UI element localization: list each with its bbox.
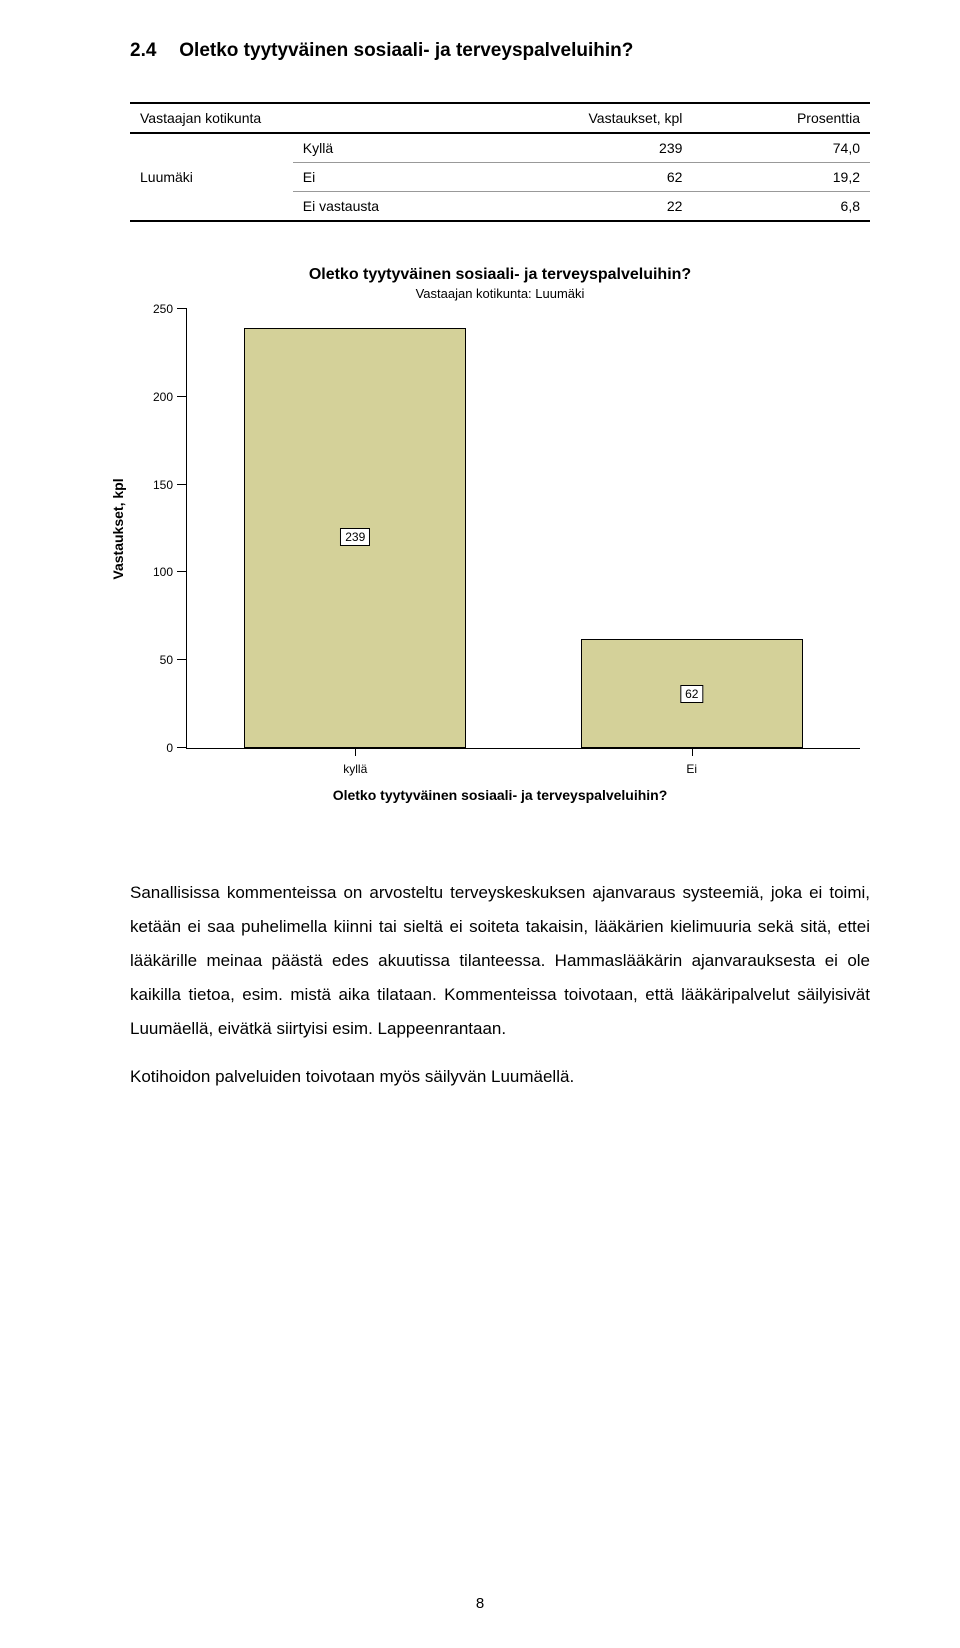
chart-xtick (692, 748, 693, 756)
table-header-row: Vastaajan kotikunta Vastaukset, kpl Pros… (130, 103, 870, 133)
chart-ylabel: Vastaukset, kpl (110, 478, 126, 579)
row-count: 22 (515, 192, 693, 222)
chart-xtick (355, 748, 356, 756)
page: 2.4 Oletko tyytyväinen sosiaali- ja terv… (0, 0, 960, 1648)
chart-ytick-label: 0 (141, 741, 173, 755)
chart-xtick-label: kyllä (343, 762, 367, 776)
chart-title: Oletko tyytyväinen sosiaali- ja terveysp… (130, 266, 870, 284)
chart-ytick (177, 747, 187, 748)
chart-plot-area: 050100150200250kyllä239Ei62 (186, 309, 860, 749)
chart-ytick-label: 50 (141, 653, 173, 667)
row-pct: 74,0 (692, 133, 870, 163)
chart-ytick-label: 100 (141, 565, 173, 579)
group-cell (130, 192, 293, 222)
row-count: 62 (515, 163, 693, 192)
table-row: Ei vastausta 22 6,8 (130, 192, 870, 222)
response-table: Vastaajan kotikunta Vastaukset, kpl Pros… (130, 102, 870, 222)
chart-ytick-label: 200 (141, 390, 173, 404)
chart-bar-label: 239 (340, 528, 370, 546)
chart-ytick (177, 308, 187, 309)
chart-ytick (177, 571, 187, 572)
chart-xlabel: Oletko tyytyväinen sosiaali- ja terveysp… (130, 787, 870, 803)
chart-ytick-label: 150 (141, 478, 173, 492)
section-heading: 2.4 Oletko tyytyväinen sosiaali- ja terv… (130, 40, 870, 62)
group-cell (130, 133, 293, 163)
table-row: Luumäki Ei 62 19,2 (130, 163, 870, 192)
row-label: Kyllä (293, 133, 515, 163)
heading-text: Oletko tyytyväinen sosiaali- ja terveysp… (179, 40, 633, 61)
chart-ytick (177, 659, 187, 660)
table-row: Kyllä 239 74,0 (130, 133, 870, 163)
body-paragraph: Sanallisissa kommenteissa on arvosteltu … (130, 876, 870, 1046)
header-pct: Prosenttia (692, 103, 870, 133)
header-respondent: Vastaajan kotikunta (130, 103, 293, 133)
row-pct: 6,8 (692, 192, 870, 222)
chart-bar-label: 62 (680, 685, 703, 703)
header-blank (293, 103, 515, 133)
chart-subtitle: Vastaajan kotikunta: Luumäki (130, 286, 870, 301)
group-label: Luumäki (130, 163, 293, 192)
body-paragraph: Kotihoidon palveluiden toivotaan myös sä… (130, 1060, 870, 1094)
row-count: 239 (515, 133, 693, 163)
chart-ytick (177, 484, 187, 485)
heading-number: 2.4 (130, 40, 174, 62)
row-pct: 19,2 (692, 163, 870, 192)
chart-ytick-label: 250 (141, 302, 173, 316)
chart-plot-wrap: Vastaukset, kpl 050100150200250kyllä239E… (130, 309, 870, 749)
header-count: Vastaukset, kpl (515, 103, 693, 133)
bar-chart: Oletko tyytyväinen sosiaali- ja terveysp… (130, 266, 870, 826)
row-label: Ei vastausta (293, 192, 515, 222)
chart-xtick-label: Ei (686, 762, 697, 776)
chart-ytick (177, 396, 187, 397)
page-number: 8 (0, 1595, 960, 1612)
row-label: Ei (293, 163, 515, 192)
